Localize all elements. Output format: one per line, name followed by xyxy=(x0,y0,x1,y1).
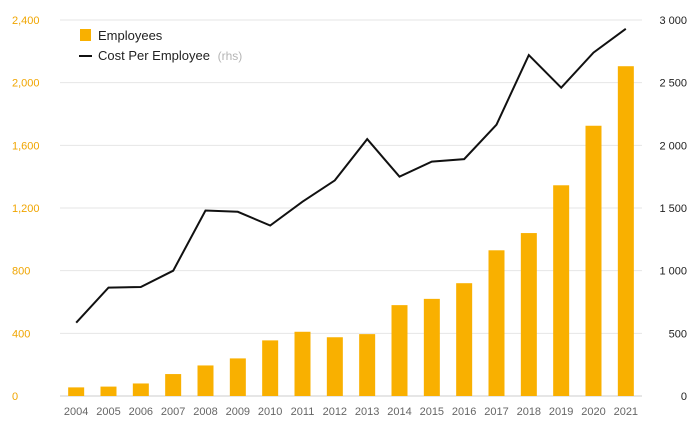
x-tick-label: 2012 xyxy=(323,406,347,418)
x-tick-label: 2010 xyxy=(258,406,282,418)
right-axis: 0 500 1 000 1 500 2 000 2 500 3 000 xyxy=(659,15,687,403)
x-tick-label: 2016 xyxy=(452,406,476,418)
employees-bar xyxy=(456,283,473,396)
x-tick-label: 2005 xyxy=(96,406,120,418)
employees-bar xyxy=(68,387,85,396)
legend-series-suffix: (rhs) xyxy=(218,49,243,63)
x-tick-label: 2009 xyxy=(226,406,250,418)
employees-bar xyxy=(585,125,602,396)
legend-label-cost-per-employee: Cost Per Employee (rhs) xyxy=(98,48,242,63)
x-tick-label: 2006 xyxy=(129,406,153,418)
left-tick-label: 800 xyxy=(12,266,30,278)
employees-bar xyxy=(100,386,117,396)
employees-bar xyxy=(359,334,376,396)
x-tick-label: 2020 xyxy=(581,406,605,418)
left-tick-label: 1,200 xyxy=(12,203,40,215)
right-tick-label: 3 000 xyxy=(659,15,687,27)
x-tick-label: 2021 xyxy=(614,406,638,418)
employees-bar xyxy=(391,305,408,396)
right-tick-label: 2 000 xyxy=(659,140,687,152)
left-tick-label: 2,000 xyxy=(12,78,40,90)
employees-bar xyxy=(617,66,634,396)
employees-bar xyxy=(520,233,537,396)
legend-series-name: Cost Per Employee xyxy=(98,48,210,63)
legend-swatch-employees xyxy=(80,29,91,41)
employees-bar xyxy=(326,337,343,396)
employees-bar xyxy=(423,298,440,396)
left-axis: 0 400 800 1,200 1,600 2,000 2,400 xyxy=(12,15,40,403)
legend: Employees Cost Per Employee (rhs) xyxy=(79,28,242,63)
left-tick-label: 400 xyxy=(12,328,30,340)
right-tick-label: 0 xyxy=(681,391,687,403)
x-tick-label: 2014 xyxy=(387,406,411,418)
x-tick-label: 2017 xyxy=(484,406,508,418)
gridlines xyxy=(60,19,642,397)
x-tick-label: 2004 xyxy=(64,406,88,418)
employees-bar xyxy=(229,358,246,396)
employees-bar xyxy=(488,250,505,396)
x-tick-label: 2013 xyxy=(355,406,379,418)
right-tick-label: 2 500 xyxy=(659,78,687,90)
x-tick-label: 2018 xyxy=(517,406,541,418)
cost-per-employee-line xyxy=(75,27,627,324)
x-tick-label: 2007 xyxy=(161,406,185,418)
legend-label-employees: Employees xyxy=(98,28,163,43)
employees-bar xyxy=(132,383,149,396)
right-tick-label: 1 000 xyxy=(659,266,687,278)
x-axis: 2004 2005 2006 2007 2008 2009 2010 2011 2012 2013… xyxy=(64,406,638,418)
employees-bar xyxy=(553,185,570,396)
left-tick-label: 0 xyxy=(12,391,18,403)
x-tick-label: 2008 xyxy=(193,406,217,418)
employees-bars xyxy=(68,66,634,396)
x-tick-label: 2015 xyxy=(420,406,444,418)
employees-bar xyxy=(294,331,311,396)
employees-bar xyxy=(262,340,279,396)
employees-bar xyxy=(165,374,182,396)
left-tick-label: 2,400 xyxy=(12,15,40,27)
right-tick-label: 1 500 xyxy=(659,203,687,215)
x-tick-label: 2019 xyxy=(549,406,573,418)
x-tick-label: 2011 xyxy=(291,406,315,418)
right-tick-label: 500 xyxy=(669,328,687,340)
left-tick-label: 1,600 xyxy=(12,140,40,152)
cost-per-employee-line-group xyxy=(75,27,627,324)
employees-bar xyxy=(197,365,214,396)
